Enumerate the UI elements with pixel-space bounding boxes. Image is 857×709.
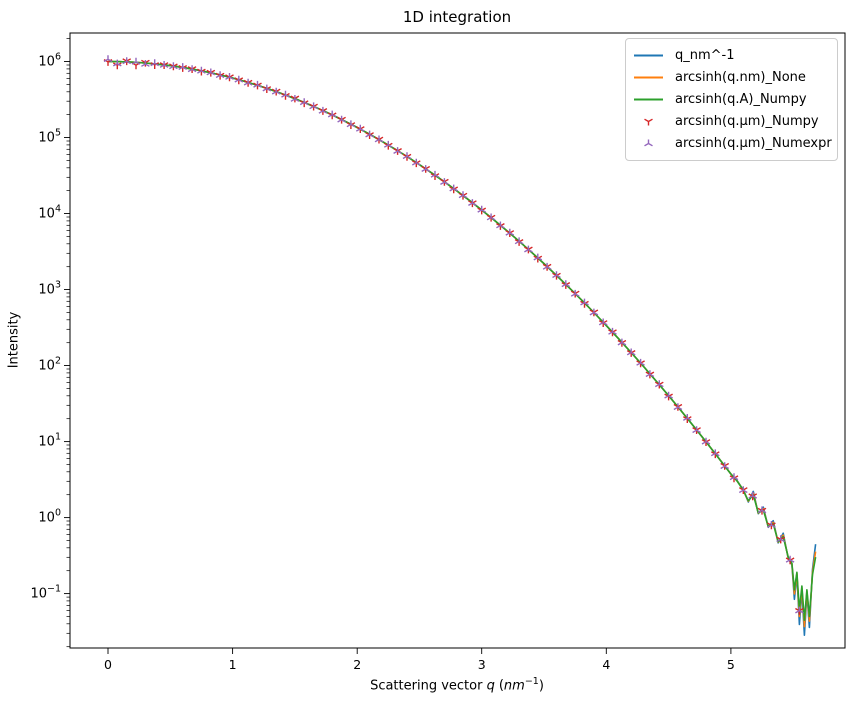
- axes-frame: [69, 32, 846, 649]
- y-axis-minor-ticks: [66, 38, 70, 648]
- svg-text:4: 4: [602, 657, 610, 672]
- y-axis-ticks: 106 105 104 103 102 101 100 10−1: [30, 52, 70, 602]
- legend-item-arcsinh-um-numexpr: arcsinh(q.µm)_Numexpr: [632, 132, 832, 154]
- legend-marker-tri-down-icon: [644, 118, 653, 125]
- svg-text:100: 100: [38, 508, 61, 526]
- legend-item-q-nm: q_nm^-1: [632, 44, 830, 66]
- series-markers-tri-up: [103, 55, 804, 614]
- svg-text:101: 101: [38, 432, 61, 450]
- legend-marker-tri-up-icon: [644, 139, 653, 146]
- legend-label: arcsinh(q.µm)_Numpy: [675, 113, 819, 129]
- legend-label: q_nm^-1: [675, 47, 735, 63]
- legend-line-sample-orange: [634, 76, 663, 78]
- svg-text:10−1: 10−1: [30, 584, 61, 602]
- x-label-unit: nm: [503, 678, 525, 694]
- chart-title: 1D integration: [402, 8, 512, 26]
- svg-text:103: 103: [38, 280, 61, 298]
- y-axis-label: Intensity: [6, 311, 22, 369]
- legend-label: arcsinh(q.A)_Numpy: [675, 91, 807, 107]
- series-markers-tri-down: [103, 58, 804, 615]
- svg-text:0: 0: [104, 657, 112, 672]
- svg-text:5: 5: [727, 657, 735, 672]
- legend-item-arcsinh-nm-none: arcsinh(q.nm)_None: [632, 66, 830, 88]
- legend-label: arcsinh(q.µm)_Numexpr: [675, 135, 832, 151]
- svg-text:2: 2: [353, 657, 361, 672]
- legend-label: arcsinh(q.nm)_None: [675, 69, 806, 85]
- svg-text:106: 106: [38, 52, 61, 70]
- svg-text:102: 102: [38, 356, 61, 374]
- svg-text:1: 1: [229, 657, 237, 672]
- x-label-text: Scattering vector: [370, 678, 483, 694]
- legend-item-arcsinh-um-numpy: arcsinh(q.µm)_Numpy: [632, 110, 830, 132]
- x-label-paren-close: ): [538, 678, 544, 694]
- legend: q_nm^-1 arcsinh(q.nm)_None arcsinh(q.A)_…: [625, 38, 838, 161]
- x-label-symbol: q: [486, 678, 495, 694]
- x-label-exponent: −1: [524, 676, 539, 687]
- svg-text:105: 105: [38, 128, 61, 146]
- x-label-paren-open: (: [498, 678, 504, 694]
- legend-line-sample-blue: [634, 54, 663, 56]
- legend-item-arcsinh-a-numpy: arcsinh(q.A)_Numpy: [632, 88, 830, 110]
- legend-line-sample-green: [634, 98, 663, 100]
- svg-text:104: 104: [38, 204, 61, 222]
- x-axis-ticks: 0 1 2 3 4 5: [104, 648, 735, 672]
- svg-text:3: 3: [478, 657, 486, 672]
- x-axis-label: Scattering vector q (nm−1): [370, 676, 544, 693]
